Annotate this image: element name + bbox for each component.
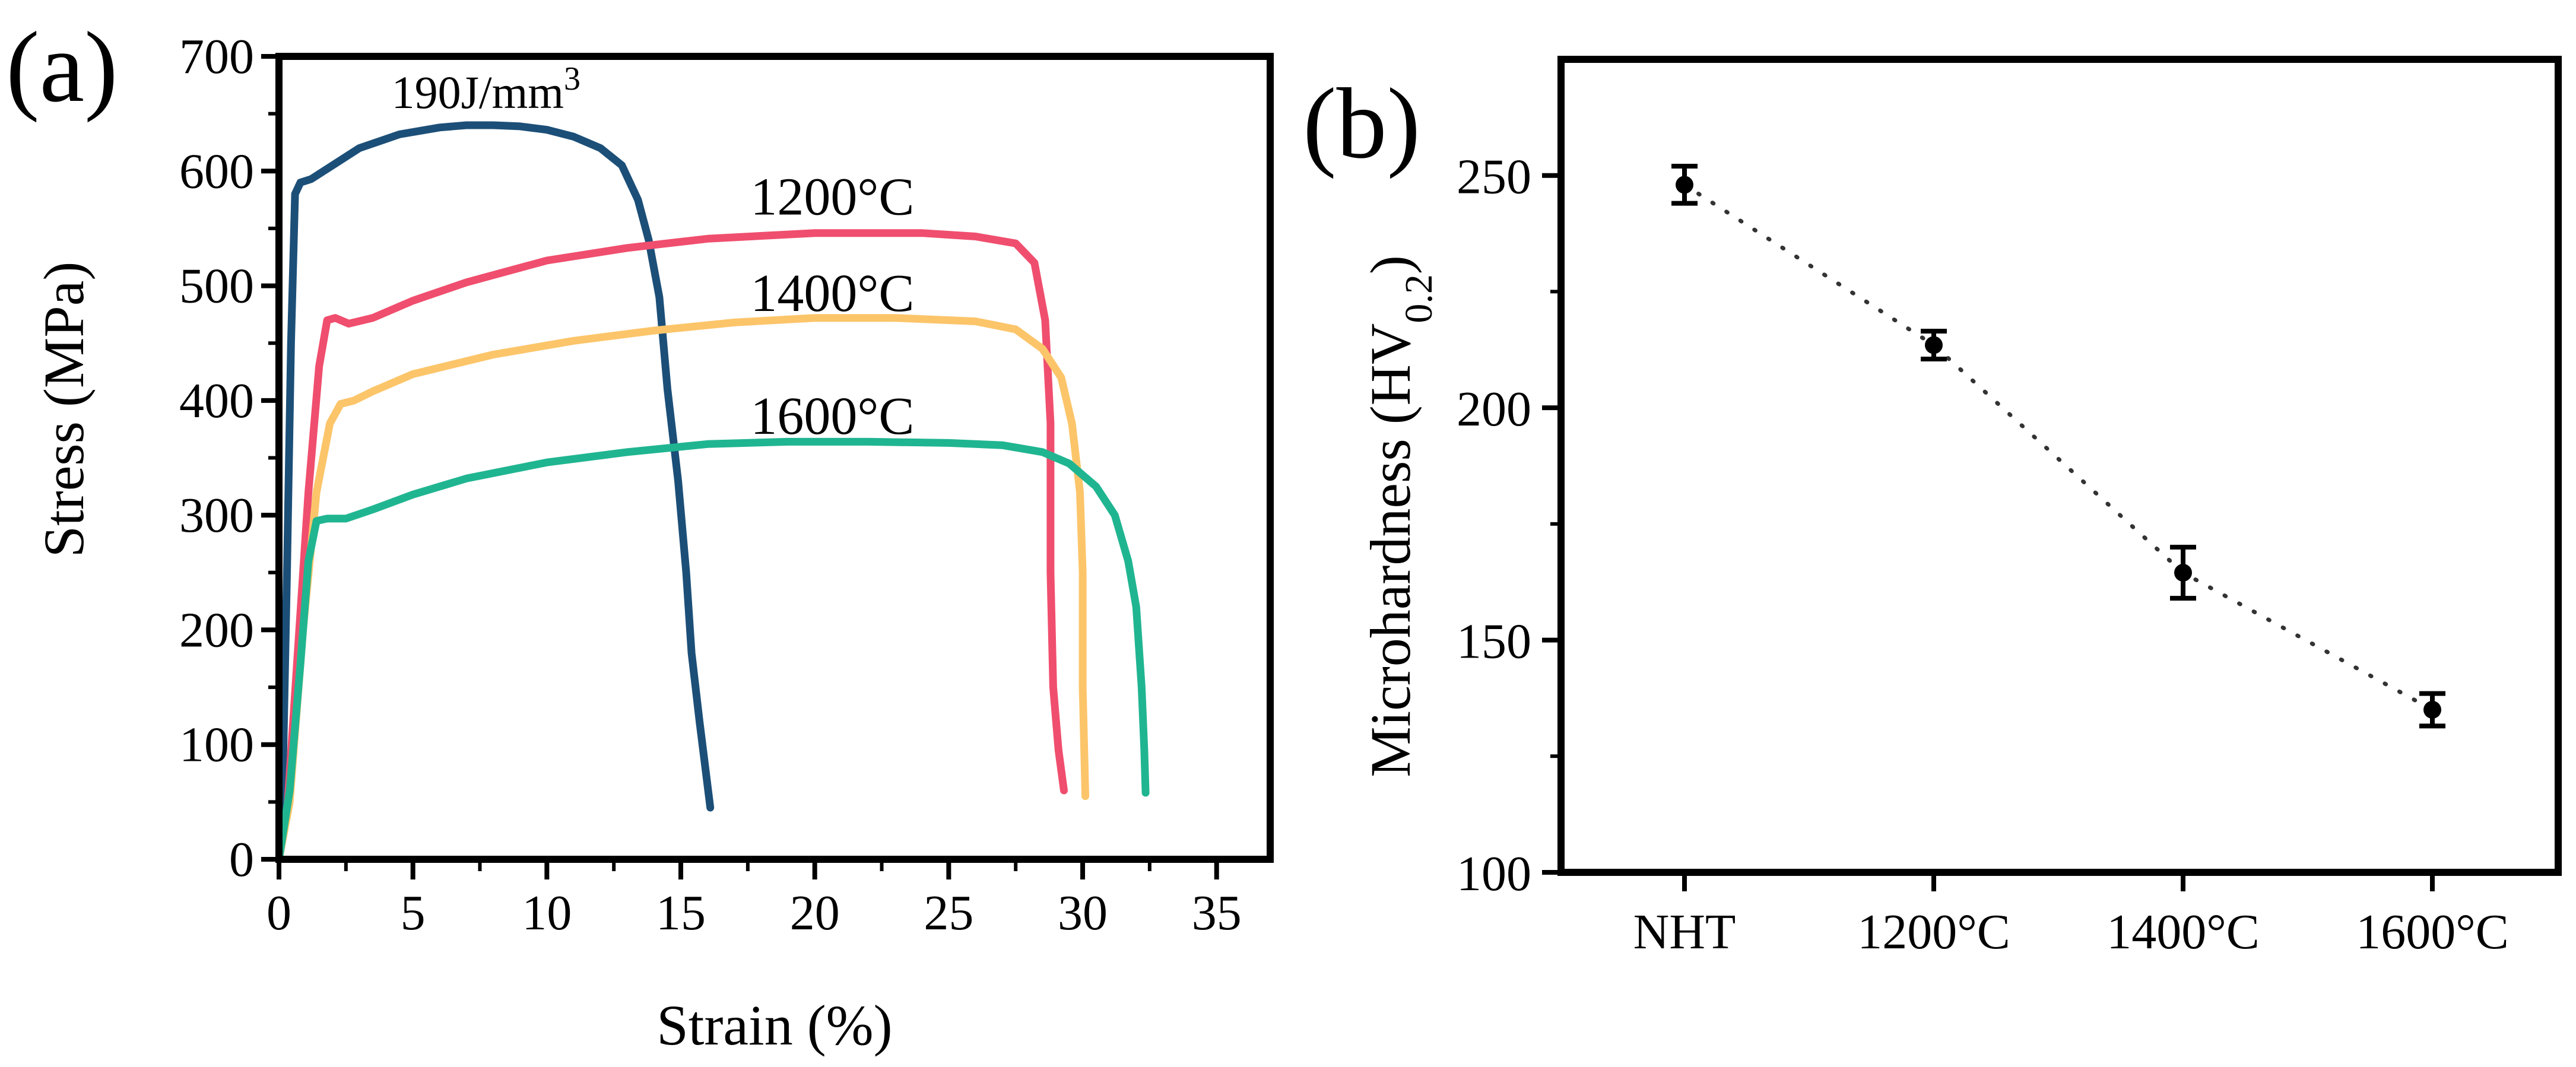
panel-a-x-axis-label: Strain (%) bbox=[656, 993, 892, 1057]
x-category-label: 1400°C bbox=[2107, 904, 2260, 960]
x-tick-label: 15 bbox=[656, 885, 706, 941]
x-category-label: 1600°C bbox=[2356, 904, 2509, 960]
curve-3 bbox=[275, 314, 1090, 863]
annotation-text: 1400°C bbox=[750, 264, 914, 323]
x-tick-label: 10 bbox=[522, 885, 572, 941]
y-tick-label: 250 bbox=[1457, 150, 1531, 205]
data-point bbox=[2170, 545, 2196, 601]
panel-b-y-axis-label-subscript: 0.2 bbox=[1397, 274, 1441, 323]
y-tick-label: 600 bbox=[179, 144, 254, 199]
panel-b-x-ticks: NHT 1200°C 1400°C 1600°C bbox=[1633, 872, 2509, 960]
data-point bbox=[2419, 691, 2445, 729]
panel-a-y-ticks: 0 100 200 300 400 500 600 700 bbox=[179, 29, 279, 887]
x-category-label: 1200°C bbox=[1857, 904, 2010, 960]
curve-1 bbox=[275, 121, 715, 863]
curve-4 bbox=[275, 437, 1150, 863]
annotation-1: 190J/mm3 bbox=[392, 61, 580, 118]
x-category-label: NHT bbox=[1633, 904, 1736, 960]
y-tick-label: 150 bbox=[1457, 614, 1531, 669]
point-marker bbox=[1925, 336, 1943, 354]
panel-a-stress-strain-chart: (a) 0 5 10 15 20 25 30 35 0 100 200 300 400 500 600 70… bbox=[6, 11, 1274, 1057]
panel-a-y-axis-label: Stress (MPa) bbox=[32, 262, 96, 558]
annotation-text: 1600°C bbox=[750, 387, 914, 446]
curve-2 bbox=[275, 229, 1068, 863]
point-marker bbox=[2174, 564, 2192, 582]
annotation-superscript: 3 bbox=[564, 61, 580, 97]
x-tick-label: 20 bbox=[790, 885, 840, 941]
annotation-text: 1200°C bbox=[750, 168, 914, 227]
x-tick-label: 5 bbox=[401, 885, 426, 941]
panel-a-curves bbox=[275, 121, 1150, 863]
panel-b-y-ticks: 100 150 200 250 bbox=[1457, 150, 1561, 901]
y-tick-label: 300 bbox=[179, 488, 254, 543]
y-tick-label: 0 bbox=[229, 832, 254, 887]
y-tick-label: 100 bbox=[1457, 846, 1531, 901]
x-tick-label: 25 bbox=[924, 885, 973, 941]
panel-a-x-ticks: 0 5 10 15 20 25 30 35 bbox=[267, 859, 1242, 941]
point-marker bbox=[1676, 176, 1693, 194]
panel-a-annotations: 190J/mm3 1200°C 1400°C 1600°C bbox=[392, 61, 915, 446]
panel-b-plot-frame bbox=[1557, 56, 2562, 876]
panel-b-data-points bbox=[1671, 164, 2445, 729]
panel-b-trendline bbox=[1682, 182, 2435, 712]
x-tick-label: 30 bbox=[1058, 885, 1108, 941]
point-marker bbox=[2423, 701, 2441, 719]
annotation-3: 1400°C bbox=[750, 264, 914, 323]
annotation-4: 1600°C bbox=[750, 387, 914, 446]
panel-b-y-axis-label: Microhardness (HV0.2) bbox=[1359, 255, 1441, 777]
panel-b-label: (b) bbox=[1303, 68, 1420, 179]
panel-a-label: (a) bbox=[6, 11, 118, 123]
data-point bbox=[1671, 164, 1698, 206]
y-tick-label: 200 bbox=[179, 602, 254, 658]
annotation-text: 190J/mm bbox=[392, 66, 564, 118]
annotation-2: 1200°C bbox=[750, 168, 914, 227]
x-tick-label: 35 bbox=[1192, 885, 1242, 941]
data-point bbox=[1921, 328, 1947, 361]
y-tick-label: 500 bbox=[179, 259, 254, 314]
panel-b-y-axis-label-close: ) bbox=[1359, 255, 1422, 274]
y-tick-label: 700 bbox=[179, 29, 254, 84]
y-tick-label: 100 bbox=[179, 717, 254, 773]
x-tick-label: 0 bbox=[267, 885, 291, 941]
y-tick-label: 400 bbox=[179, 373, 254, 428]
panel-b-y-axis-label-main: Microhardness (HV bbox=[1359, 323, 1422, 777]
panel-b-microhardness-chart: (b) NHT 1200°C 1400°C 1600°C 100 150 200 250 M… bbox=[1303, 56, 2562, 960]
y-tick-label: 200 bbox=[1457, 382, 1531, 437]
